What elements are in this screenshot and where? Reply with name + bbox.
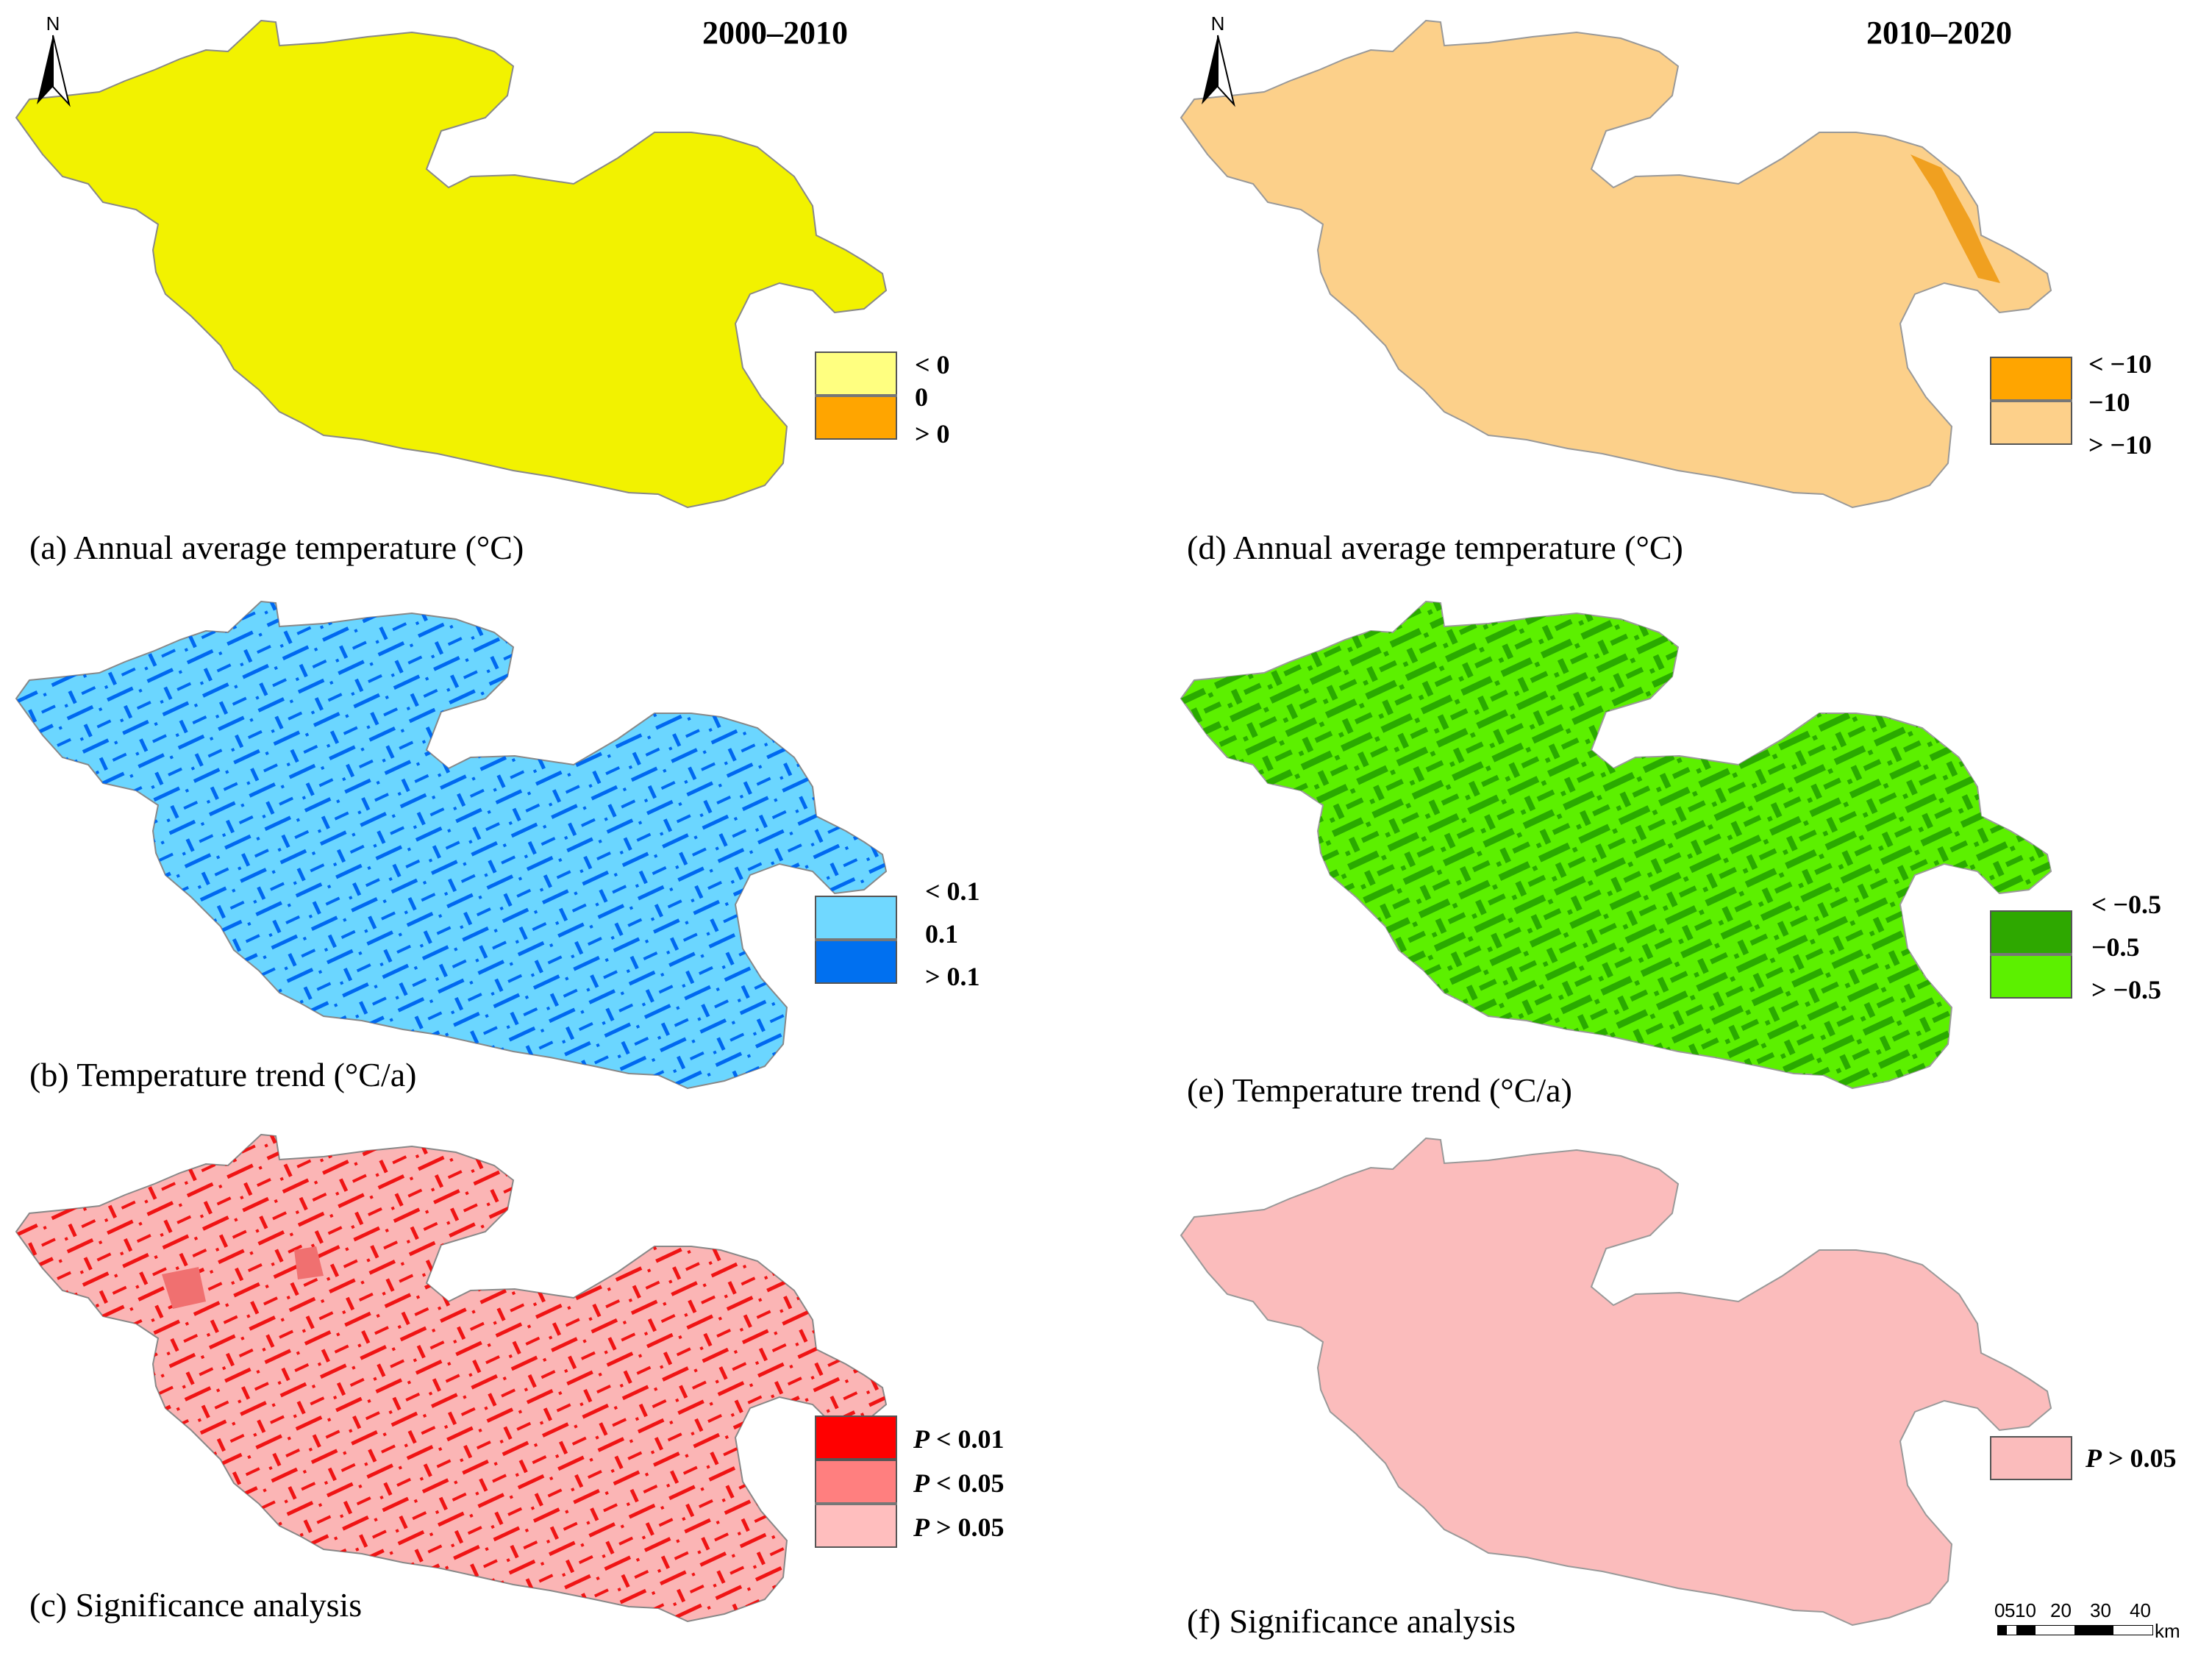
legend-d-label-below: < −10	[2088, 349, 2152, 379]
scale-bar: 0 5 10 20 30 40 km	[1994, 1600, 2208, 1644]
map-c-mid-significance-patch	[162, 1267, 206, 1309]
scale-tick-label: 40	[2130, 1599, 2151, 1621]
legend-d-box-above	[1990, 401, 2072, 445]
legend-f: P > 0.05	[1990, 1436, 2211, 1488]
map-a	[15, 20, 887, 508]
legend-a-box-above	[815, 396, 897, 440]
legend-c: P < 0.01 P < 0.05 P > 0.05	[815, 1415, 1050, 1548]
scale-bar-graphic	[1997, 1625, 2153, 1635]
north-arrow: N	[1196, 13, 1240, 107]
legend-a-box-below	[815, 351, 897, 396]
north-arrow-icon	[1202, 35, 1235, 107]
caption-d: (d) Annual average temperature (°C)	[1187, 529, 1683, 566]
caption-f: (f) Significance analysis	[1187, 1602, 1516, 1640]
legend-b-box-below	[815, 896, 897, 940]
p-symbol: P	[913, 1468, 930, 1498]
caption-e: (e) Temperature trend (°C/a)	[1187, 1071, 1572, 1109]
scale-tick-label: 5	[2005, 1599, 2016, 1621]
p-symbol: P	[913, 1424, 930, 1454]
p-symbol: P	[2086, 1443, 2102, 1473]
north-letter: N	[46, 13, 60, 35]
map-d-cold-edge	[1910, 154, 2000, 283]
legend-e-label-below: < −0.5	[2091, 890, 2162, 919]
legend-d-label-threshold: −10	[2088, 388, 2130, 417]
north-letter: N	[1210, 13, 1225, 35]
p-symbol: P	[913, 1513, 930, 1542]
map-e	[1180, 601, 2052, 1089]
legend-e-box-above	[1990, 954, 2072, 999]
map-c-mid-significance-patch	[294, 1246, 324, 1279]
caption-b: (b) Temperature trend (°C/a)	[29, 1056, 417, 1093]
map-b	[15, 601, 887, 1089]
legend-b-label-below: < 0.1	[925, 877, 980, 906]
legend-e-label-threshold: −0.5	[2091, 932, 2140, 962]
legend-e-box-below	[1990, 910, 2072, 954]
map-e-trend-pattern	[1181, 601, 2051, 1088]
legend-d-box-below	[1990, 357, 2072, 401]
scale-tick-label: 20	[2050, 1599, 2072, 1621]
legend-a-label-below: < 0	[915, 350, 950, 379]
legend-b-label-threshold: 0.1	[925, 919, 958, 949]
legend-b-separator	[815, 938, 897, 941]
legend-c-box-nonsig	[815, 1504, 897, 1548]
map-c	[15, 1134, 887, 1622]
legend-f-box-nonsig	[1990, 1436, 2072, 1480]
legend-c-label-p001: P < 0.01	[913, 1424, 1005, 1454]
scale-tick-label: 30	[2090, 1599, 2111, 1621]
legend-e-separator	[1990, 953, 2072, 956]
legend-b-box-above	[815, 940, 897, 984]
map-f	[1180, 1138, 2052, 1626]
legend-e-label-above: > −0.5	[2091, 975, 2162, 1004]
map-b-trend-pattern	[16, 601, 886, 1088]
period-title-right: 2010–2020	[1866, 15, 2012, 51]
period-title-left: 2000–2010	[702, 15, 848, 51]
legend-d: < −10 −10 > −10	[1990, 349, 2211, 460]
legend-b-label-above: > 0.1	[925, 962, 980, 991]
legend-d-separator	[1990, 399, 2072, 402]
scale-tick-label: 0	[1994, 1599, 2005, 1621]
legend-b: < 0.1 0.1 > 0.1	[815, 877, 1035, 999]
scale-tick-label: 10	[2015, 1599, 2036, 1621]
caption-c: (c) Significance analysis	[29, 1586, 363, 1624]
legend-c-box-p005	[815, 1460, 897, 1504]
north-arrow-icon	[37, 35, 71, 107]
legend-c-label-p001-text: < 0.01	[936, 1424, 1005, 1454]
legend-c-label-nonsig-text: > 0.05	[936, 1513, 1005, 1542]
caption-a: (a) Annual average temperature (°C)	[29, 529, 524, 566]
legend-c-label-nonsig: P > 0.05	[913, 1513, 1005, 1542]
legend-c-label-p005: P < 0.05	[913, 1468, 1005, 1498]
legend-c-box-p001	[815, 1415, 897, 1460]
legend-a-label-threshold: 0	[915, 382, 928, 412]
legend-f-label-nonsig-text: > 0.05	[2108, 1443, 2177, 1473]
legend-a: < 0 0 > 0	[815, 350, 1006, 454]
north-arrow: N	[31, 13, 75, 107]
scale-unit: km	[2155, 1620, 2180, 1642]
legend-e: < −0.5 −0.5 > −0.5	[1990, 890, 2211, 1013]
legend-c-label-p005-text: < 0.05	[936, 1468, 1005, 1498]
map-c-significance-pattern	[16, 1135, 886, 1621]
legend-c-separator	[815, 1502, 897, 1505]
legend-f-label-nonsig: P > 0.05	[2086, 1443, 2177, 1473]
legend-a-label-above: > 0	[915, 419, 950, 449]
map-d	[1180, 20, 2052, 508]
legend-d-label-above: > −10	[2088, 430, 2152, 460]
legend-a-separator	[815, 394, 897, 397]
